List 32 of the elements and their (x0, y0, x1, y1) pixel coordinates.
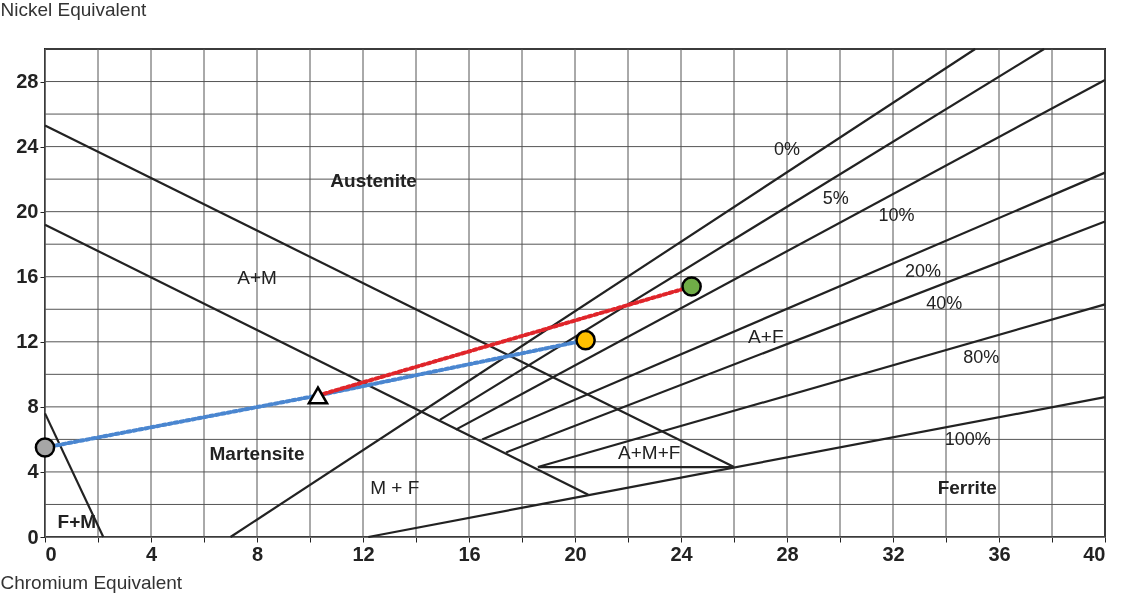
annotation: Ferrite (937, 477, 997, 499)
y-tick-label: 20 (16, 200, 39, 223)
y-axis-title: Nickel Equivalent (0, 0, 147, 20)
x-tick-label: 32 (882, 542, 905, 565)
annotation: A+M+F (618, 441, 681, 463)
x-tick-label: 4 (145, 542, 158, 565)
annotation: M + F (370, 477, 420, 499)
x-axis-title: Chromium Equivalent (0, 571, 183, 593)
y-tick-label: 0 (27, 525, 39, 548)
x-tick-label: 40 (1083, 542, 1106, 565)
annotation: A+F (748, 325, 784, 347)
y-tick-label: 4 (27, 460, 40, 483)
x-tick-label: 20 (564, 542, 587, 565)
x-tick-label: 28 (776, 542, 799, 565)
y-tick-label: 28 (16, 70, 39, 93)
x-tick-label: 16 (458, 542, 481, 565)
y-tick-label: 8 (27, 395, 39, 418)
x-tick-label: 36 (988, 542, 1011, 565)
y-tick-label: 16 (16, 265, 39, 288)
annotation: 40% (926, 293, 963, 314)
annotation: 5% (822, 188, 849, 209)
x-tick-label: 0 (45, 542, 57, 565)
annotation: 80% (963, 347, 1000, 368)
x-tick-label: 12 (352, 542, 375, 565)
x-tick-label: 8 (251, 542, 264, 565)
y-tick-label: 24 (16, 135, 40, 158)
x-tick-label: 24 (670, 542, 694, 565)
annotation: Austenite (330, 169, 417, 191)
annotation: Martensite (209, 443, 305, 465)
y-tick-label: 12 (16, 330, 39, 353)
annotation: F+M (57, 511, 97, 533)
annotation: 20% (904, 260, 941, 281)
